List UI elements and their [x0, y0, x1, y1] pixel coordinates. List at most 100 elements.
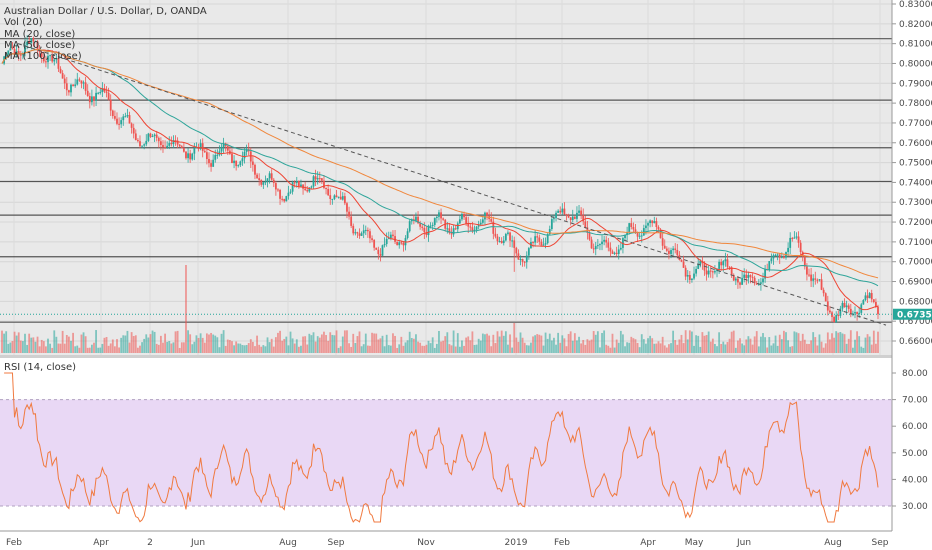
candle-body [835, 315, 838, 323]
volume-bar [638, 347, 641, 353]
candle-body [308, 187, 311, 192]
volume-bar [281, 340, 284, 353]
volume-bar [153, 331, 156, 353]
candle-body [640, 235, 643, 237]
candle-body [385, 239, 388, 245]
candle-body [502, 240, 505, 244]
candle-body [601, 241, 603, 245]
candle-body [755, 283, 758, 285]
volume-bar [80, 334, 83, 353]
volume-bar [34, 341, 37, 353]
volume-bar [488, 335, 491, 353]
price-axis[interactable] [892, 0, 932, 531]
volume-bar [498, 336, 501, 353]
volume-bar [785, 332, 787, 353]
volume-bar [36, 336, 39, 353]
candle-body [584, 221, 587, 228]
candle-body [580, 210, 583, 216]
volume-bar [116, 339, 118, 353]
volume-bar [734, 347, 737, 353]
volume-bar [780, 339, 783, 353]
candle-body [130, 123, 133, 128]
candle-body [843, 302, 846, 308]
volume-bar [136, 347, 139, 353]
volume-bar [668, 344, 670, 353]
volume-bar [438, 330, 440, 353]
volume-bar [51, 347, 54, 353]
candle-body [82, 82, 85, 84]
candle-body [162, 145, 164, 148]
volume-bar [454, 346, 457, 353]
volume-bar [178, 347, 181, 353]
candle-body [624, 234, 626, 239]
candle-body [435, 216, 438, 218]
candle-body [816, 279, 819, 281]
trendline[interactable] [17, 43, 887, 326]
candles [3, 35, 879, 323]
symbol-title[interactable]: Australian Dollar / U.S. Dollar, D, OAND… [4, 6, 207, 17]
candle-body [421, 226, 424, 228]
ma50-line[interactable] [1, 49, 879, 287]
candle-body [283, 198, 286, 202]
candle-body [709, 270, 712, 272]
ma20-line[interactable] [1, 49, 879, 311]
candle-body [323, 180, 325, 188]
candle-body [28, 41, 31, 43]
candle-body [737, 278, 739, 283]
candle-body [352, 225, 355, 234]
volume-bar [350, 346, 353, 353]
volume-bar [226, 339, 229, 353]
candle-body [419, 223, 422, 227]
ma20-legend[interactable]: MA (20, close) [4, 29, 75, 40]
ma100-legend[interactable]: MA (100, close) [4, 51, 82, 62]
time-axis[interactable] [0, 531, 932, 550]
candle-body [141, 145, 143, 147]
volume-bar [394, 335, 396, 353]
volume-bar [573, 333, 576, 353]
candle-body [45, 61, 47, 63]
candle-body [34, 41, 37, 43]
volume-bar [258, 344, 261, 353]
candle-body [732, 274, 735, 281]
candle-body [49, 55, 51, 57]
volume-bar [13, 331, 16, 353]
candle-body [818, 279, 821, 281]
volume-bar [358, 331, 361, 353]
rsi-label[interactable]: RSI (14, close) [4, 362, 76, 373]
candle-body [831, 312, 833, 317]
pane-separator[interactable] [0, 355, 892, 358]
volume-bar [425, 344, 428, 353]
ma100-line[interactable] [1, 49, 879, 279]
candle-body [479, 222, 482, 225]
volume-bar [147, 337, 150, 353]
volume-bar [256, 335, 258, 353]
candle-body [42, 56, 45, 62]
candle-body [655, 221, 658, 227]
volume-bar [233, 345, 235, 353]
volume-bar [176, 330, 179, 353]
volume-bar [308, 333, 311, 353]
candle-body [182, 148, 185, 152]
volume-bar [456, 333, 459, 353]
volume-bar [699, 346, 702, 353]
volume-bar [847, 338, 850, 353]
candle-body [465, 217, 468, 224]
candle-body [450, 233, 453, 235]
volume-bar [565, 346, 568, 353]
price-pane[interactable] [0, 0, 892, 355]
candle-body [341, 196, 344, 200]
candle-body [557, 210, 560, 213]
vol-legend[interactable]: Vol (20) [4, 17, 43, 28]
ma50-legend[interactable]: MA (50, close) [4, 40, 75, 51]
candle-body [653, 221, 656, 224]
candle-body [810, 274, 812, 281]
volume-bar [484, 334, 486, 353]
candle-body [868, 293, 871, 299]
candle-body [59, 68, 62, 74]
volume-bar [872, 330, 875, 353]
